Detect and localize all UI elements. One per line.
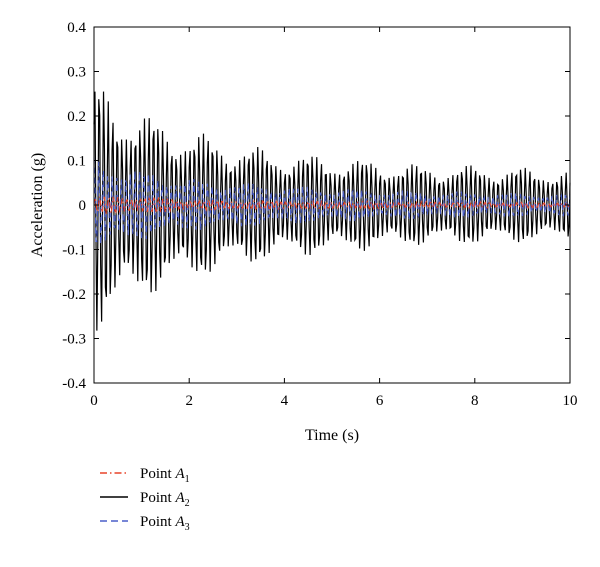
x-tick-label: 10 [563,393,578,409]
y-tick-label: -0.2 [62,287,86,303]
legend-label-3: Point A3 [140,514,190,533]
legend: Point A1 Point A2 Point A3 [100,466,190,533]
ticks-layer: 0 2 4 6 8 10 -0.4 -0.3 -0.2 -0.1 0 0.1 0.2 0.3 0.4 [62,20,577,409]
x-tick-label: 0 [90,393,98,409]
series-line-2 [93,91,571,331]
y-tick-label: 0 [79,198,87,214]
series-line-3 [93,157,571,244]
x-tick-label: 8 [471,393,479,409]
y-tick-label: 0.3 [67,65,86,81]
y-tick-label: 0.1 [67,154,86,170]
x-axis-title: Time (s) [305,427,359,444]
y-tick-label: 0.4 [67,20,86,36]
y-tick-label: -0.4 [62,376,86,392]
y-tick-label: 0.2 [67,109,86,125]
x-tick-label: 4 [281,393,289,409]
y-axis-title: Acceleration (g) [29,153,46,257]
x-tick-label: 6 [376,393,384,409]
legend-label-2: Point A2 [140,490,190,509]
legend-label-1: Point A1 [140,466,190,485]
series-layer [93,91,571,331]
y-tick-label: -0.3 [62,332,86,348]
x-tick-label: 2 [185,393,193,409]
series-line-1 [93,196,571,215]
y-tick-label: -0.1 [62,243,86,259]
